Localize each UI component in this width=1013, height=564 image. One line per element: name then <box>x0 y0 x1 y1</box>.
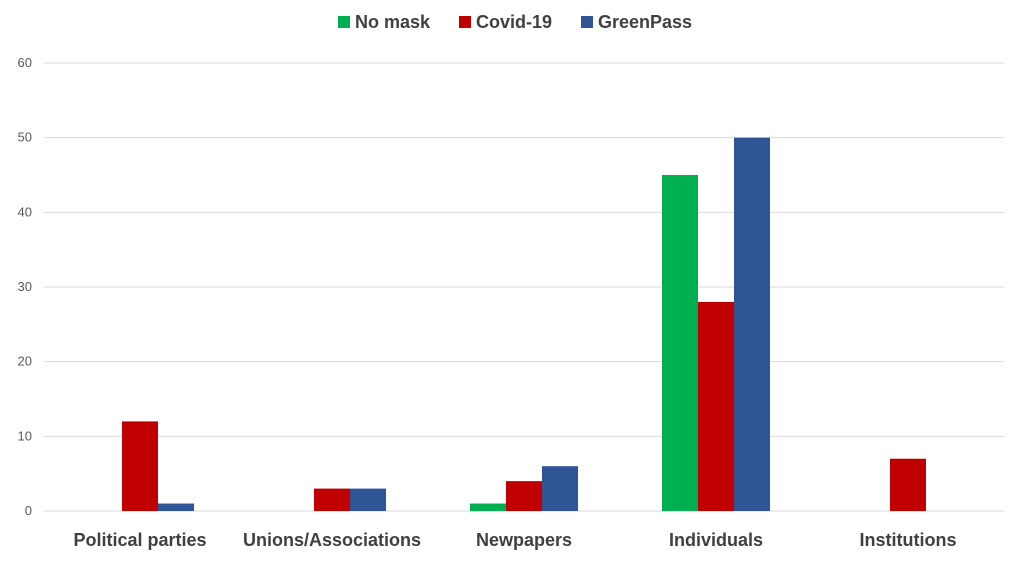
y-tick-label: 60 <box>18 55 32 70</box>
legend-swatch-greenpass <box>581 16 593 28</box>
bar-covid-19-1 <box>314 488 350 511</box>
y-tick-label: 50 <box>18 130 32 145</box>
bars <box>122 137 926 511</box>
x-category-label: Newpapers <box>476 530 572 550</box>
x-category-label: Unions/Associations <box>243 530 421 550</box>
bar-covid-19-2 <box>506 481 542 511</box>
bar-covid-19-4 <box>890 458 926 511</box>
legend-label: No mask <box>355 12 431 32</box>
legend-swatch-covid-19 <box>459 16 471 28</box>
y-tick-label: 20 <box>18 354 32 369</box>
legend: No mask Covid-19 GreenPass <box>338 12 692 32</box>
y-tick-label: 0 <box>25 503 32 518</box>
legend-label: Covid-19 <box>476 12 552 32</box>
x-category-label: Institutions <box>860 530 957 550</box>
bar-covid-19-0 <box>122 421 158 511</box>
y-tick-label: 40 <box>18 204 32 219</box>
x-category-label: Political parties <box>73 530 206 550</box>
y-tick-label: 30 <box>18 279 32 294</box>
bar-no-mask-2 <box>470 503 506 511</box>
x-axis-categories: Political parties Unions/Associations Newp… <box>73 530 956 550</box>
gridlines <box>44 62 1004 512</box>
x-category-label: Individuals <box>669 530 763 550</box>
y-axis-ticks: 0 10 20 30 40 50 60 <box>18 55 32 518</box>
bar-greenpass-1 <box>350 488 386 511</box>
y-tick-label: 10 <box>18 428 32 443</box>
bar-greenpass-2 <box>542 466 578 511</box>
bar-no-mask-3 <box>662 175 698 511</box>
legend-swatch-no-mask <box>338 16 350 28</box>
bar-greenpass-3 <box>734 137 770 511</box>
legend-label: GreenPass <box>598 12 692 32</box>
bar-greenpass-0 <box>158 503 194 511</box>
bar-covid-19-3 <box>698 301 734 511</box>
